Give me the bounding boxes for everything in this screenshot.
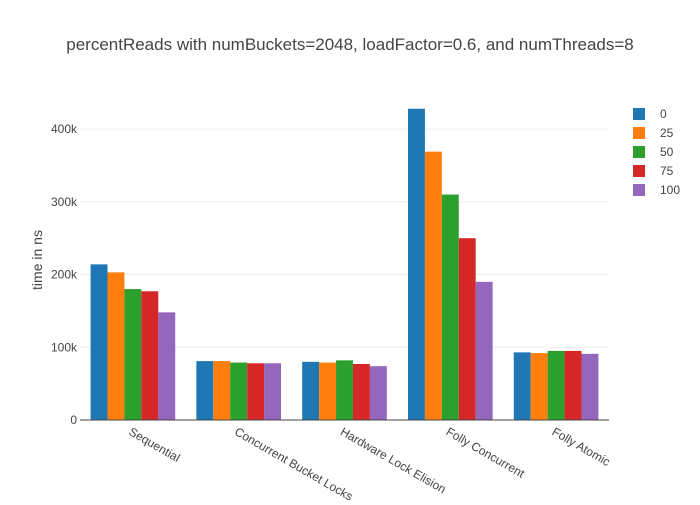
bar[interactable] (302, 361, 320, 420)
gridlines (80, 128, 609, 348)
x-tick-label: Folly Atomic (550, 424, 613, 468)
chart-title: percentReads with numBuckets=2048, loadF… (66, 35, 633, 54)
legend-item[interactable]: 75 (633, 164, 674, 178)
legend-swatch (633, 127, 645, 139)
bar[interactable] (230, 362, 248, 420)
legend-label: 0 (660, 107, 667, 121)
legend-item[interactable]: 100 (633, 183, 680, 197)
legend-swatch (633, 165, 645, 177)
bar[interactable] (530, 353, 548, 420)
legend-item[interactable]: 25 (633, 126, 674, 140)
bar[interactable] (513, 352, 531, 420)
legend-swatch (633, 184, 645, 196)
legend-label: 100 (660, 183, 680, 197)
bar[interactable] (158, 312, 176, 420)
legend-label: 75 (660, 164, 674, 178)
y-tick-label: 400k (51, 122, 78, 136)
y-axis-label: time in ns (29, 230, 45, 290)
bars (90, 108, 599, 421)
bar[interactable] (336, 360, 353, 420)
legend[interactable]: 0 25 50 75 100 (633, 107, 680, 197)
legend-label: 50 (660, 145, 674, 159)
legend-label: 25 (660, 126, 674, 140)
bar[interactable] (124, 289, 142, 420)
y-tick-label: 0 (70, 413, 77, 427)
bar[interactable] (90, 264, 108, 420)
bar[interactable] (407, 108, 425, 421)
y-tick-label: 100k (51, 340, 78, 354)
x-tick-label: Sequential (126, 424, 182, 464)
bar[interactable] (458, 238, 476, 420)
bar[interactable] (352, 364, 370, 420)
y-tick-label: 200k (51, 268, 78, 282)
y-tick-label: 300k (51, 195, 78, 209)
bar[interactable] (475, 281, 493, 420)
legend-swatch (633, 146, 645, 158)
bar[interactable] (564, 350, 582, 420)
bar[interactable] (247, 363, 265, 420)
bar[interactable] (141, 291, 159, 420)
bar[interactable] (213, 361, 231, 420)
x-tick-label: Concurrent Bucket Locks (232, 424, 355, 500)
x-tick-label: Folly Concurrent (444, 424, 528, 480)
bar[interactable] (369, 366, 387, 420)
bar[interactable] (581, 353, 599, 420)
legend-item[interactable]: 50 (633, 145, 674, 159)
bar[interactable] (424, 151, 442, 421)
bar[interactable] (441, 194, 459, 420)
bar[interactable] (264, 363, 282, 420)
bar[interactable] (196, 361, 214, 420)
legend-swatch (633, 108, 645, 120)
legend-item[interactable]: 0 (633, 107, 667, 121)
bar[interactable] (547, 350, 565, 420)
x-tick-label: Hardware Lock Elision (338, 424, 448, 496)
bar[interactable] (319, 362, 337, 420)
bar[interactable] (107, 272, 125, 420)
